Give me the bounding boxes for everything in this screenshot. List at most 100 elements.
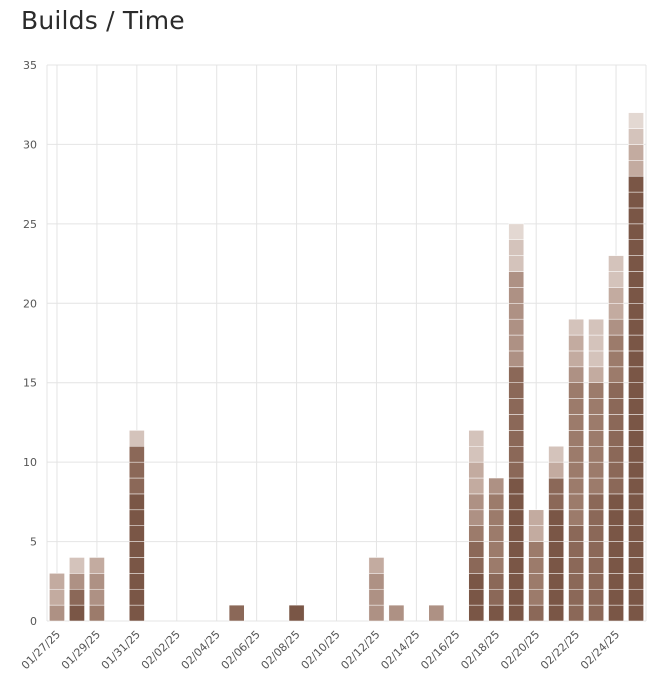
bar-segment[interactable] <box>628 303 644 320</box>
bar-segment[interactable] <box>588 414 604 431</box>
bar-segment[interactable] <box>129 588 145 606</box>
bar-segment[interactable] <box>608 350 624 368</box>
bar-segment[interactable] <box>628 557 644 574</box>
bar-segment[interactable] <box>628 430 644 447</box>
bar-segment[interactable] <box>428 604 445 622</box>
bar-segment[interactable] <box>608 477 624 495</box>
bar-segment[interactable] <box>468 461 485 479</box>
bar-segment[interactable] <box>508 525 525 542</box>
bar-segment[interactable] <box>588 509 604 526</box>
bar-segment[interactable] <box>608 604 624 622</box>
bar-segment[interactable] <box>468 430 485 447</box>
bar-segment[interactable] <box>368 557 385 574</box>
bar-segment[interactable] <box>608 398 624 415</box>
bar-segment[interactable] <box>568 541 584 558</box>
bar-segment[interactable] <box>588 541 604 558</box>
bar-segment[interactable] <box>568 350 584 368</box>
bar-segment[interactable] <box>588 557 604 574</box>
bar-segment[interactable] <box>568 318 584 336</box>
bar-segment[interactable] <box>129 493 145 511</box>
bar-segment[interactable] <box>228 604 245 622</box>
bar-segment[interactable] <box>628 112 644 129</box>
bar-segment[interactable] <box>129 446 145 463</box>
bar-segment[interactable] <box>588 350 604 368</box>
bar-segment[interactable] <box>368 588 385 606</box>
bar-segment[interactable] <box>628 414 644 431</box>
bar-segment[interactable] <box>288 604 305 622</box>
bar-segment[interactable] <box>628 382 644 399</box>
bar-segment[interactable] <box>628 604 644 622</box>
bar-segment[interactable] <box>608 414 624 431</box>
bar-segment[interactable] <box>488 493 505 511</box>
bar-segment[interactable] <box>628 255 644 272</box>
bar-segment[interactable] <box>129 430 145 447</box>
bar-segment[interactable] <box>89 588 105 606</box>
bar-segment[interactable] <box>548 541 564 558</box>
bar-segment[interactable] <box>568 398 584 415</box>
bar-segment[interactable] <box>508 239 525 256</box>
bar-segment[interactable] <box>628 366 644 383</box>
bar-segment[interactable] <box>528 557 545 574</box>
bar-segment[interactable] <box>508 366 525 383</box>
bar-segment[interactable] <box>588 493 604 511</box>
bar-segment[interactable] <box>488 525 505 542</box>
bar-segment[interactable] <box>628 160 644 177</box>
bar-segment[interactable] <box>129 461 145 479</box>
bar-segment[interactable] <box>608 525 624 542</box>
bar-segment[interactable] <box>628 287 644 304</box>
bar-segment[interactable] <box>49 604 65 622</box>
bar-segment[interactable] <box>508 477 525 495</box>
bar-segment[interactable] <box>468 573 485 590</box>
bar-segment[interactable] <box>608 430 624 447</box>
bar-segment[interactable] <box>129 557 145 574</box>
bar-segment[interactable] <box>548 573 564 590</box>
bar-segment[interactable] <box>508 430 525 447</box>
bar-segment[interactable] <box>588 477 604 495</box>
bar-segment[interactable] <box>508 271 525 288</box>
bar-segment[interactable] <box>548 461 564 479</box>
bar-segment[interactable] <box>548 557 564 574</box>
bar-segment[interactable] <box>628 398 644 415</box>
bar-segment[interactable] <box>628 175 644 193</box>
bar-segment[interactable] <box>628 573 644 590</box>
bar-segment[interactable] <box>468 446 485 463</box>
bar-segment[interactable] <box>508 493 525 511</box>
bar-segment[interactable] <box>628 191 644 209</box>
bar-segment[interactable] <box>608 303 624 320</box>
bar-segment[interactable] <box>508 350 525 368</box>
bar-segment[interactable] <box>628 461 644 479</box>
bar-segment[interactable] <box>508 398 525 415</box>
bar-segment[interactable] <box>528 604 545 622</box>
bar-segment[interactable] <box>508 588 525 606</box>
bar-segment[interactable] <box>548 509 564 526</box>
bar-segment[interactable] <box>548 493 564 511</box>
bar-segment[interactable] <box>129 573 145 590</box>
bar-segment[interactable] <box>588 461 604 479</box>
bar-segment[interactable] <box>508 255 525 272</box>
bar-segment[interactable] <box>468 557 485 574</box>
bar-segment[interactable] <box>69 588 85 606</box>
bar-segment[interactable] <box>528 588 545 606</box>
bar-segment[interactable] <box>129 541 145 558</box>
bar-segment[interactable] <box>628 493 644 511</box>
bar-segment[interactable] <box>588 430 604 447</box>
bar-segment[interactable] <box>588 604 604 622</box>
bar-segment[interactable] <box>588 588 604 606</box>
bar-segment[interactable] <box>528 525 545 542</box>
bar-segment[interactable] <box>608 509 624 526</box>
bar-segment[interactable] <box>588 525 604 542</box>
bar-segment[interactable] <box>508 414 525 431</box>
bar-segment[interactable] <box>488 557 505 574</box>
bar-segment[interactable] <box>628 509 644 526</box>
bar-segment[interactable] <box>568 557 584 574</box>
bar-segment[interactable] <box>49 588 65 606</box>
bar-segment[interactable] <box>508 318 525 336</box>
bar-segment[interactable] <box>628 541 644 558</box>
bar-segment[interactable] <box>508 557 525 574</box>
bar-segment[interactable] <box>508 461 525 479</box>
bar-segment[interactable] <box>508 541 525 558</box>
bar-segment[interactable] <box>69 557 85 574</box>
bar-segment[interactable] <box>388 604 405 622</box>
bar-segment[interactable] <box>49 573 65 590</box>
bar-segment[interactable] <box>528 541 545 558</box>
